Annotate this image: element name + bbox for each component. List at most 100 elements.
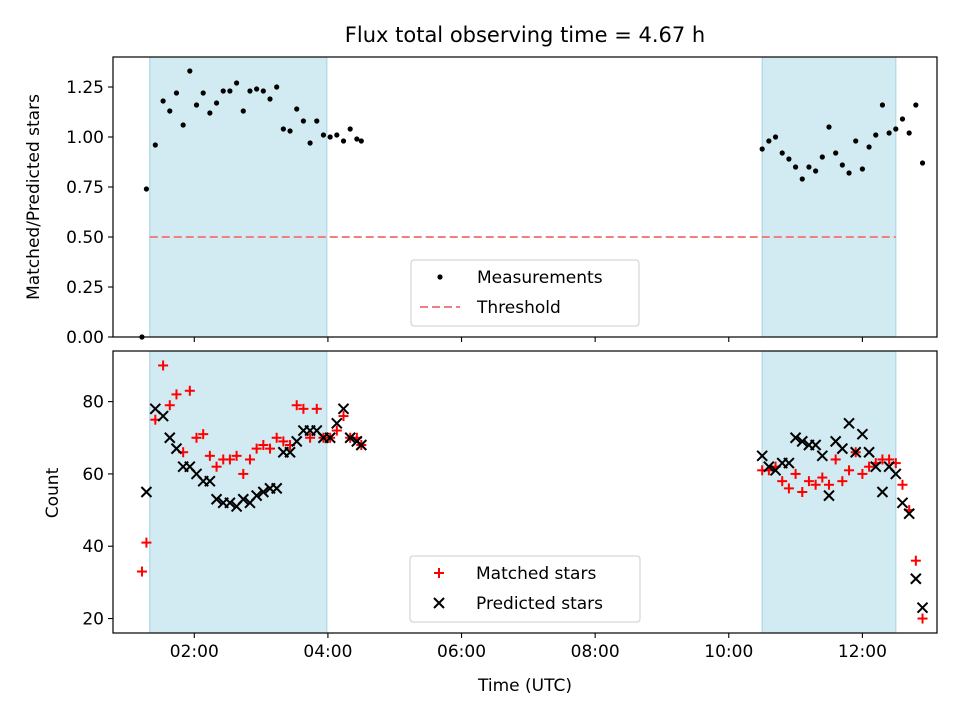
matched-stars-point	[783, 483, 794, 494]
measurements-point	[193, 102, 200, 108]
predicted-stars-point	[916, 601, 929, 614]
measurements-point	[294, 106, 300, 112]
matched-stars-point	[338, 411, 349, 422]
measurements-point	[167, 108, 173, 114]
top-y-tick-label: 0.25	[66, 278, 104, 298]
legend-threshold-label: Threshold	[476, 298, 561, 318]
bottom-x-tick-label: 12:00	[838, 642, 887, 662]
bottom-x-tick-label: 08:00	[571, 642, 620, 662]
predicted-stars-point	[284, 446, 296, 458]
matched-stars-point	[231, 450, 242, 461]
measurements-point	[287, 128, 293, 134]
top-observing-window-1	[149, 57, 327, 337]
matched-stars-point	[311, 403, 322, 414]
measurements-point	[152, 142, 158, 148]
matched-stars-point	[238, 468, 249, 479]
predicted-stars-point	[763, 460, 775, 473]
measurements-point	[300, 118, 307, 124]
measurements-point	[879, 102, 886, 108]
top-observing-windows	[149, 57, 897, 337]
predicted-stars-point	[170, 442, 183, 455]
measurements-point	[187, 68, 193, 74]
bottom-x-ticks: 02:00 04:00 06:00 08:00 10:00 12:00	[170, 633, 887, 662]
predicted-stars-point	[355, 439, 368, 451]
matched-stars-point	[777, 476, 788, 487]
top-x-ticks	[193, 337, 863, 342]
measurements-point	[913, 102, 919, 108]
matched-stars-point	[917, 613, 928, 624]
bottom-series-layer	[136, 360, 929, 624]
measurements-point	[260, 88, 266, 94]
measurements-point	[786, 156, 792, 162]
predicted-stars-point	[210, 493, 223, 505]
matched-stars-point	[897, 479, 908, 490]
figure-title: Flux total observing time = 4.67 h	[345, 23, 705, 47]
measurements-point	[227, 88, 233, 94]
matched-stars-point	[204, 450, 215, 461]
measurements-point	[334, 132, 340, 138]
matched-stars-point	[158, 360, 169, 371]
measurements-point	[200, 90, 206, 96]
top-y-tick-label: 0.00	[66, 328, 104, 348]
bottom-legend-box	[409, 555, 641, 623]
bottom-x-tick-label: 04:00	[303, 642, 352, 662]
top-y-ticks: 0.00 0.25 0.50 0.75 1.00 1.25	[66, 78, 113, 348]
bottom-y-ticks: 20 40 60 80	[82, 393, 113, 630]
matched-stars-point	[331, 425, 342, 436]
predicted-stars-point	[270, 482, 283, 495]
matched-stars-point	[136, 566, 147, 577]
top-axes-frame	[112, 56, 938, 338]
predicted-stars-point	[224, 497, 236, 509]
predicted-stars-point	[257, 486, 270, 498]
measurements-point	[766, 138, 772, 144]
matched-stars-point	[830, 454, 841, 465]
measurements-point	[866, 144, 872, 150]
matched-stars-point	[198, 429, 209, 440]
measurements-point	[358, 138, 364, 144]
measurements-point	[234, 80, 240, 86]
measurements-point	[213, 100, 220, 106]
matched-stars-point	[211, 461, 222, 472]
measurements-point	[839, 162, 845, 168]
matched-stars-point	[803, 476, 814, 487]
bottom-observing-window-1	[149, 351, 327, 633]
measurements-point	[220, 88, 226, 94]
measurements-point	[819, 154, 825, 160]
legend-measurements-marker	[437, 274, 443, 280]
measurements-point	[180, 122, 186, 128]
matched-stars-point	[817, 472, 828, 483]
predicted-stars-point	[344, 432, 356, 444]
measurements-point	[853, 138, 859, 144]
matched-stars-point	[823, 479, 834, 490]
predicted-stars-point	[337, 403, 350, 415]
measurements-point	[254, 86, 260, 92]
predicted-stars-point	[291, 435, 303, 448]
matched-stars-point	[305, 432, 316, 443]
bottom-y-axis-label: Count	[43, 467, 63, 518]
measurements-point	[307, 140, 313, 146]
top-y-tick-label: 0.75	[66, 178, 104, 198]
predicted-stars-point	[816, 450, 829, 462]
measurements-point	[320, 132, 327, 138]
measurements-point	[893, 126, 899, 132]
top-legend: Measurements Threshold	[410, 259, 640, 327]
matched-stars-point	[164, 400, 175, 411]
top-panel: 0.00 0.25 0.50 0.75 1.00 1.25 Matched/Predict…	[24, 56, 938, 348]
matched-stars-point	[191, 432, 202, 443]
top-series-layer	[139, 68, 926, 340]
predicted-stars-point	[164, 432, 176, 444]
matched-stars-point	[251, 443, 262, 454]
matched-stars-point	[864, 461, 875, 472]
top-legend-box	[410, 259, 640, 327]
predicted-stars-point	[863, 446, 875, 458]
measurements-point	[354, 136, 360, 142]
predicted-stars-point	[850, 446, 862, 458]
matched-stars-point	[910, 555, 921, 566]
matched-stars-point	[298, 403, 309, 414]
measurements-point	[846, 170, 852, 176]
predicted-stars-point	[836, 442, 849, 455]
predicted-stars-point	[250, 489, 263, 502]
matched-stars-point	[271, 432, 282, 443]
legend-matched-label: Matched stars	[476, 564, 596, 584]
